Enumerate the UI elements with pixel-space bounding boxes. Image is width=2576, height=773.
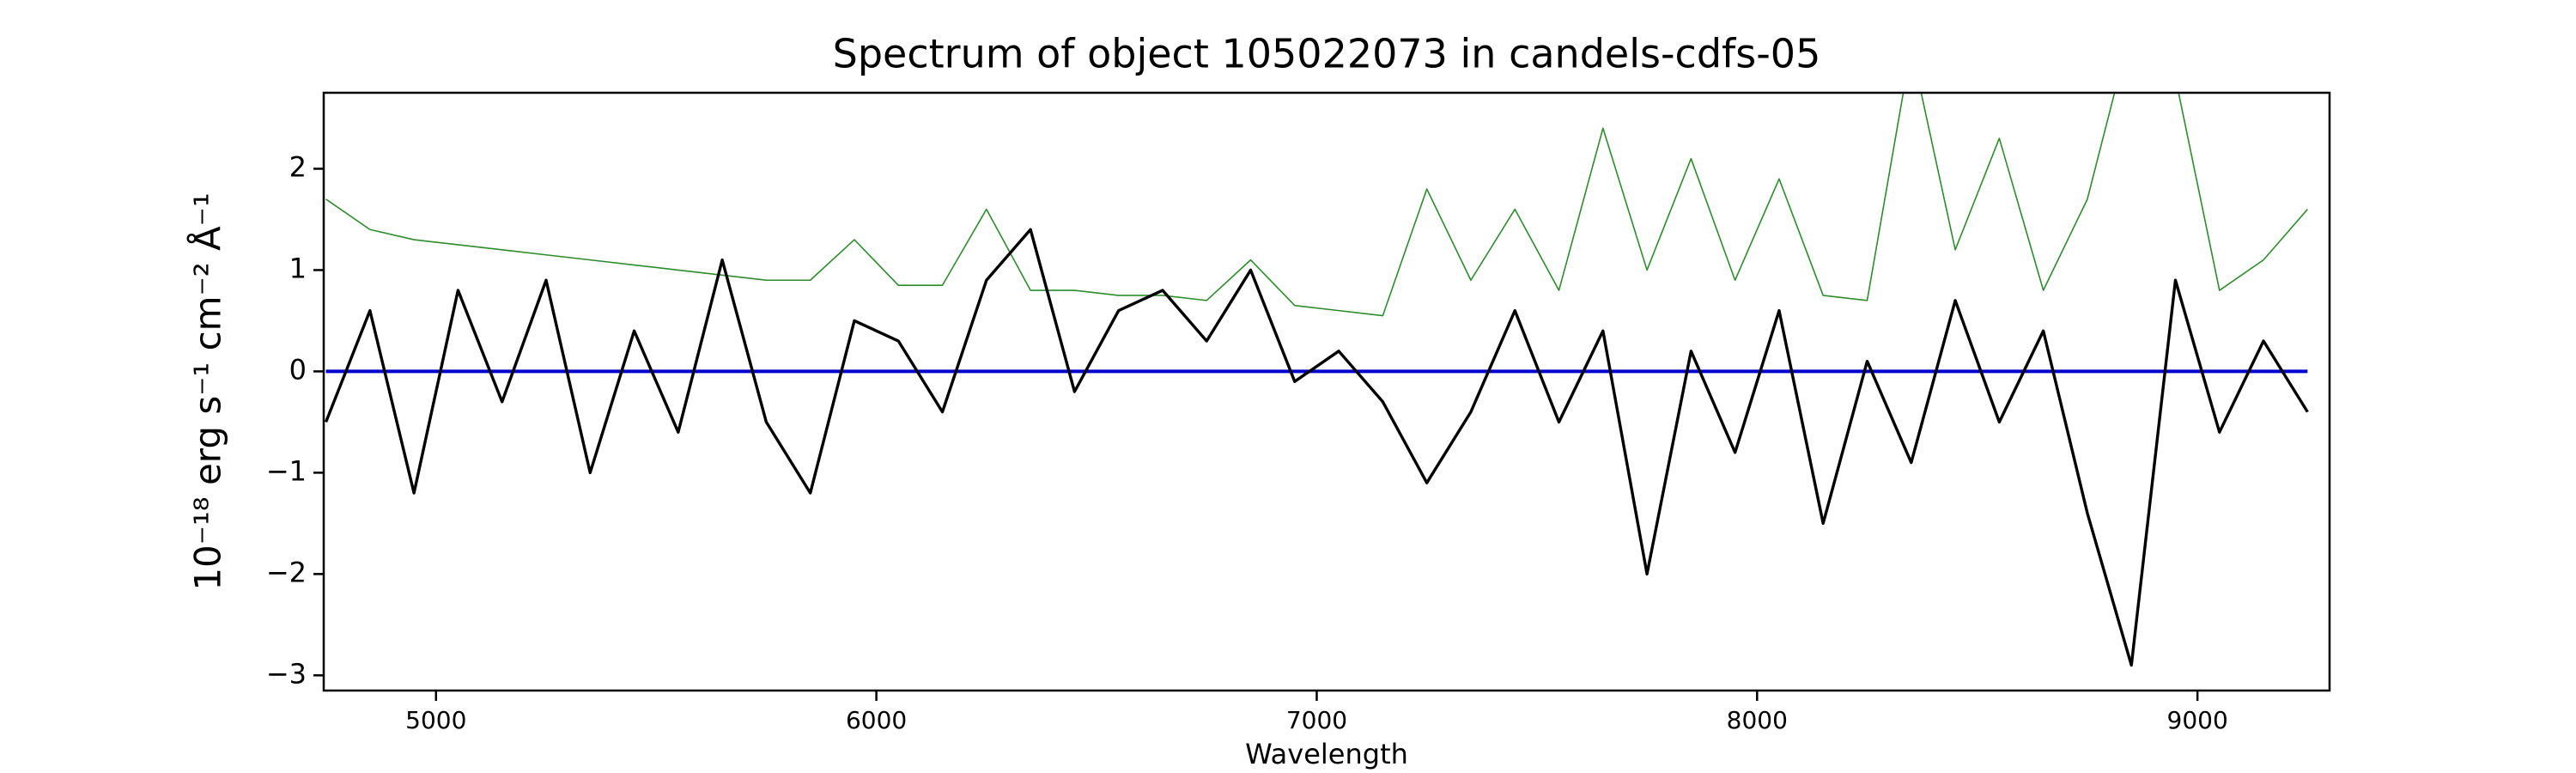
x-axis-label: Wavelength [1245,738,1408,770]
y-tick-label: 2 [289,150,307,183]
y-tick-label: −2 [266,556,307,588]
x-tick-label: 5000 [405,706,466,734]
x-tick-label: 8000 [1727,706,1788,734]
chart-title: Spectrum of object 105022073 in candels-… [833,31,1821,77]
axes-frame [322,91,2331,692]
y-axis-label: 10⁻¹⁸ erg s⁻¹ cm⁻² Å⁻¹ [186,192,229,590]
x-tick-label: 6000 [846,706,907,734]
y-tick-label: 0 [289,353,307,386]
y-tick-label: −3 [266,657,307,690]
x-tick-label: 7000 [1286,706,1347,734]
x-tick-label: 9000 [2167,706,2228,734]
plot-area [324,93,2309,667]
series-line [325,93,2308,317]
y-tick-label: −1 [266,454,307,487]
y-tick-label: 1 [289,252,307,284]
series-line [324,228,2309,667]
